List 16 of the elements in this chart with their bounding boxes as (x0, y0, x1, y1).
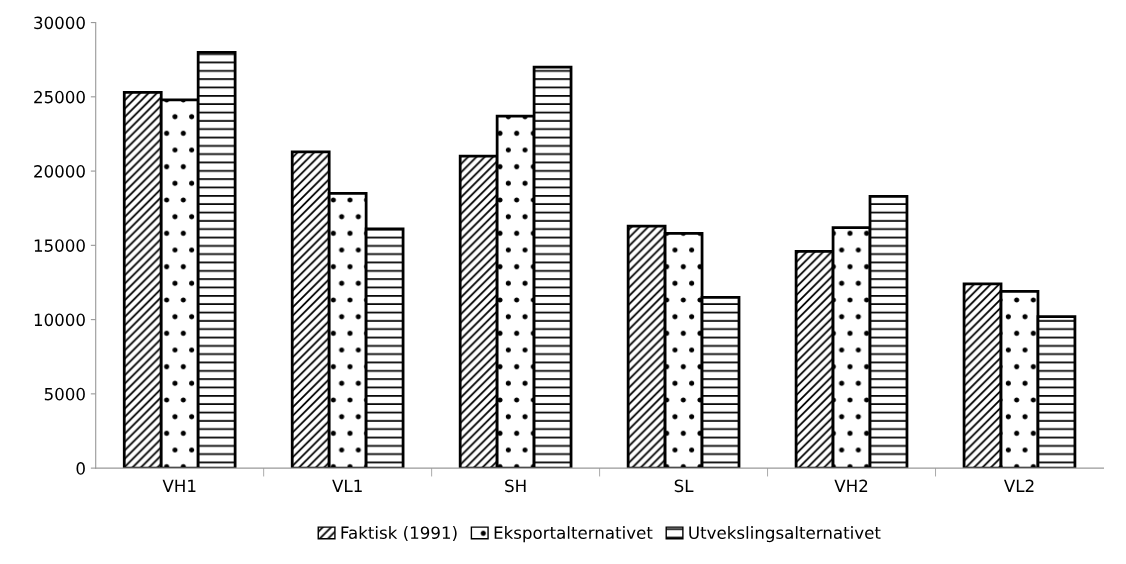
x-tick-label: VL1 (332, 479, 362, 492)
y-tick-label: 10000 (34, 313, 85, 327)
x-tick-label: SH (505, 479, 526, 493)
y-tick-label: 30000 (34, 16, 85, 30)
y-tick-label: 25000 (34, 90, 85, 104)
x-tick-label: VH2 (834, 479, 868, 492)
legend-label: Utvekslingsalternativet (689, 526, 881, 543)
y-tick-label: 15000 (34, 239, 85, 252)
y-tick-label: 0 (76, 462, 85, 475)
x-tick-label: VH1 (162, 479, 196, 492)
legend-label: Faktisk (1991) (341, 526, 457, 541)
x-tick-label: VL2 (1003, 479, 1034, 492)
legend-label: Eksportalternativet (494, 526, 653, 543)
y-tick-label: 20000 (34, 165, 85, 178)
x-tick-label: SL (674, 479, 694, 493)
y-tick-label: 5000 (44, 387, 85, 401)
